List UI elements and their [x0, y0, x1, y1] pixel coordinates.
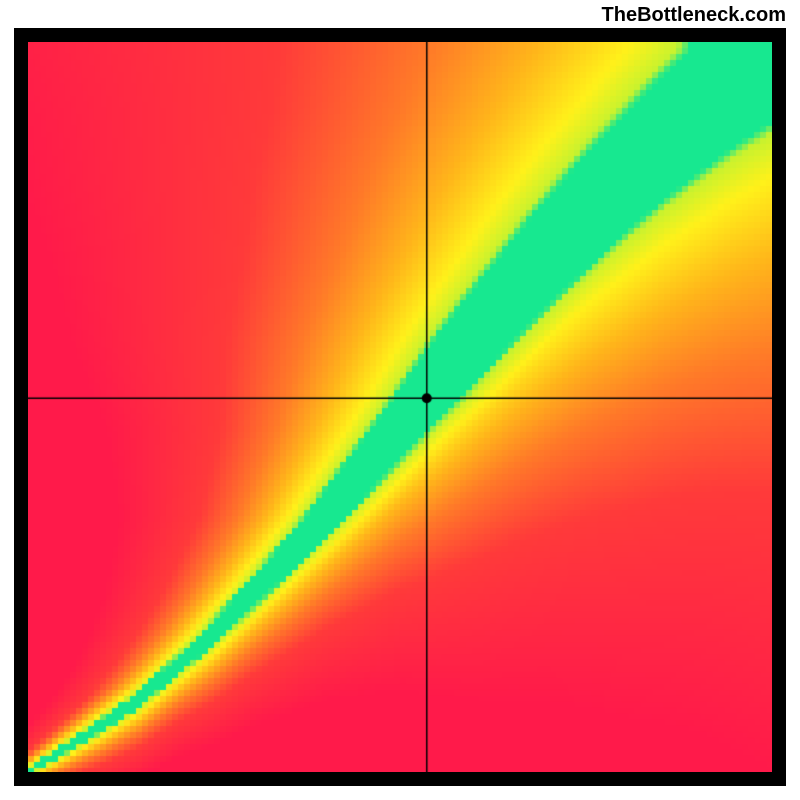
heatmap-plot [28, 42, 772, 772]
chart-black-frame [14, 28, 786, 786]
watermark-text: TheBottleneck.com [602, 4, 786, 27]
heatmap-canvas [28, 42, 772, 772]
chart-container: TheBottleneck.com [0, 0, 800, 800]
